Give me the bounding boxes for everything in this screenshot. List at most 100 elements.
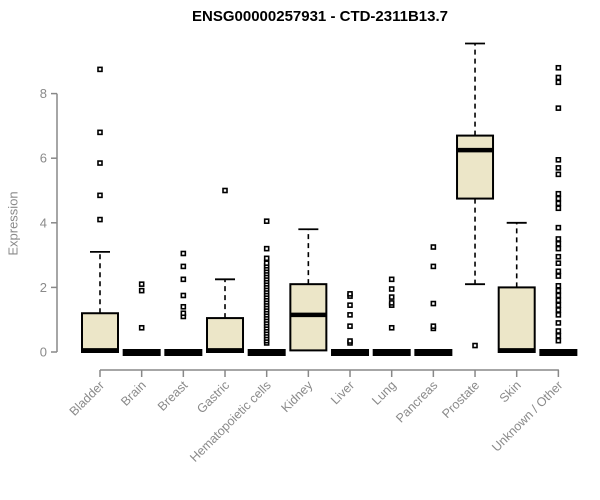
outlier-point [97,66,103,73]
chart-title: ENSG00000257931 - CTD-2311B13.7 [192,8,448,25]
box-group-hematopoietic-cells [247,218,286,356]
outlier-point [180,303,187,310]
x-tick-label-pancreas: Pancreas [393,378,440,425]
x-tick-label-breast: Breast [155,378,191,414]
y-tick-label: 4 [40,215,47,230]
collapsed-box [122,349,161,356]
outlier-point [555,205,562,212]
iqr-box [456,134,495,200]
x-tick-label-kidney: Kidney [279,378,316,415]
outlier-point [472,342,478,349]
x-tick-label-liver: Liver [328,378,357,407]
box-group-kidney [289,228,328,352]
outlier-point [555,165,562,171]
outlier-point [555,328,562,334]
outlier-point [555,64,562,71]
outlier-point [180,310,187,317]
outlier-point [388,276,395,283]
x-tick-label-unknown-other: Unknown / Other [489,378,565,454]
box-group-bladder [81,66,119,353]
collapsed-box [539,349,578,356]
outlier-point [180,292,187,299]
x-tick-label-brain: Brain [118,378,149,409]
collapsed-box [331,349,370,356]
box-group-skin [497,221,536,353]
outlier-point [555,74,562,81]
x-tick-label-hematopoietic-cells: Hematopoietic cells [187,378,274,465]
outlier-point [347,291,353,297]
outlier-point [555,245,562,252]
collapsed-box [372,349,411,356]
x-tick-label-prostate: Prostate [439,378,482,421]
outlier-point [555,337,562,344]
x-tick-label-bladder: Bladder [67,378,107,418]
outlier-point [388,286,395,292]
outlier-point [180,250,187,257]
y-tick-label: 8 [40,86,47,101]
y-axis: 0 2 4 6 8 [40,86,58,360]
outlier-point [555,333,562,339]
outlier-point [555,240,562,247]
outlier-point [347,312,353,318]
box-group-gastric [206,187,245,353]
outlier-point [555,302,562,308]
outlier-point [347,338,353,344]
outlier-point [555,287,562,294]
outlier-point [138,324,145,331]
outlier-point [388,294,395,300]
outlier-point [555,260,562,266]
outlier-point [555,312,562,318]
iqr-box [289,283,328,352]
outlier-point [430,263,437,270]
outlier-point [555,105,562,111]
outlier-point [347,302,353,308]
outlier-point [430,244,437,250]
outlier-point [430,300,437,307]
box-group-unknown-other [539,64,578,356]
outlier-point [555,292,562,299]
outlier-point [555,79,562,86]
outlier-point [388,324,395,331]
outlier-point [555,195,562,202]
y-tick-label: 6 [40,151,47,166]
box-group-lung [372,276,411,356]
outlier-point [555,282,562,289]
outlier-point [263,260,270,266]
outlier-point [555,236,562,242]
iqr-box [497,286,536,353]
outlier-point [555,157,562,163]
outlier-point [138,281,145,287]
outlier-point [180,263,187,270]
box-group-prostate [456,42,495,349]
outlier-point [430,323,437,329]
outlier-point [180,276,187,283]
box-group-liver [331,291,370,356]
outlier-point [97,160,103,166]
outlier-point [97,192,103,199]
iqr-box [206,317,245,353]
outlier-point [555,224,562,231]
outlier-point [555,200,562,207]
outlier-point [97,216,103,223]
outlier-point [555,307,562,313]
collapsed-box [164,349,203,356]
outlier-point [555,320,562,326]
x-tick-label-lung: Lung [369,378,399,408]
y-tick-label: 0 [40,345,47,360]
x-tick-label-skin: Skin [497,378,524,405]
outlier-point [555,171,562,178]
x-tick-label-gastric: Gastric [194,378,232,416]
outlier-point [263,255,270,262]
collapsed-box [247,349,286,356]
outlier-point [555,268,562,275]
outlier-point [138,287,145,294]
box-group-brain [122,281,161,356]
iqr-box [81,312,119,353]
y-tick-label: 2 [40,280,47,295]
outlier-point [222,187,228,194]
collapsed-box [414,349,453,356]
outlier-point [555,253,562,260]
